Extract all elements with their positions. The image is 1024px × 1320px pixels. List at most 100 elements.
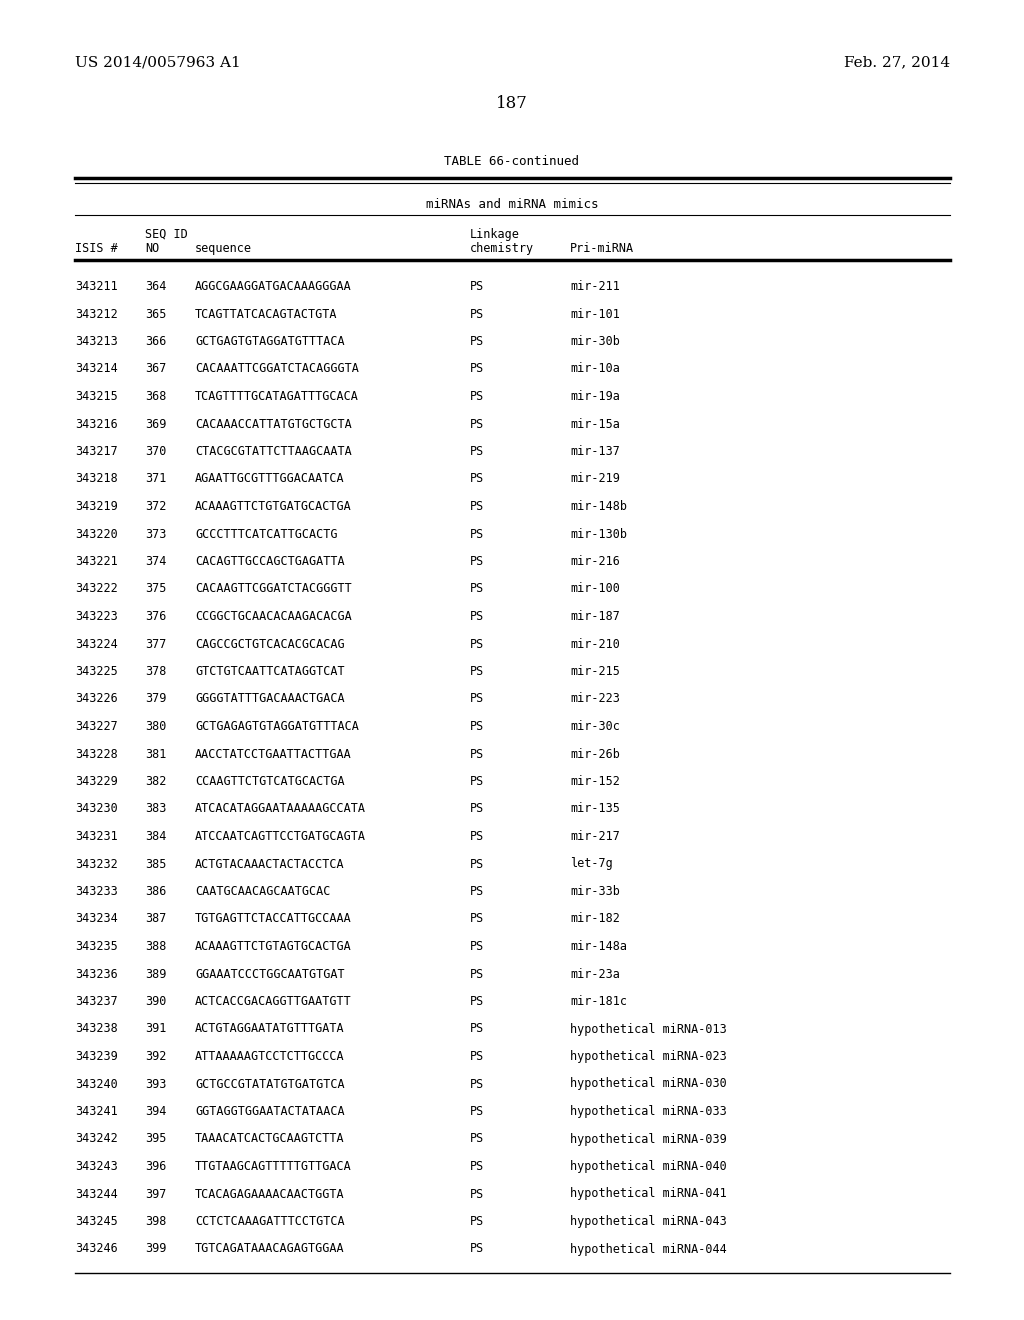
Text: 343238: 343238 bbox=[75, 1023, 118, 1035]
Text: 367: 367 bbox=[145, 363, 166, 375]
Text: PS: PS bbox=[470, 473, 484, 486]
Text: 343246: 343246 bbox=[75, 1242, 118, 1255]
Text: 343241: 343241 bbox=[75, 1105, 118, 1118]
Text: Pri-miRNA: Pri-miRNA bbox=[570, 242, 634, 255]
Text: PS: PS bbox=[470, 1188, 484, 1200]
Text: PS: PS bbox=[470, 747, 484, 760]
Text: PS: PS bbox=[470, 308, 484, 321]
Text: TGTCAGATAAACAGAGTGGAA: TGTCAGATAAACAGAGTGGAA bbox=[195, 1242, 345, 1255]
Text: mir-148b: mir-148b bbox=[570, 500, 627, 513]
Text: mir-181c: mir-181c bbox=[570, 995, 627, 1008]
Text: 343224: 343224 bbox=[75, 638, 118, 651]
Text: GCCCTTTCATCATTGCACTG: GCCCTTTCATCATTGCACTG bbox=[195, 528, 338, 540]
Text: 393: 393 bbox=[145, 1077, 166, 1090]
Text: hypothetical miRNA-041: hypothetical miRNA-041 bbox=[570, 1188, 727, 1200]
Text: 343213: 343213 bbox=[75, 335, 118, 348]
Text: 382: 382 bbox=[145, 775, 166, 788]
Text: mir-211: mir-211 bbox=[570, 280, 620, 293]
Text: TABLE 66-continued: TABLE 66-continued bbox=[444, 154, 580, 168]
Text: PS: PS bbox=[470, 363, 484, 375]
Text: CCGGCTGCAACACAAGACACGA: CCGGCTGCAACACAAGACACGA bbox=[195, 610, 352, 623]
Text: PS: PS bbox=[470, 1242, 484, 1255]
Text: AGGCGAAGGATGACAAAGGGAA: AGGCGAAGGATGACAAAGGGAA bbox=[195, 280, 352, 293]
Text: 343242: 343242 bbox=[75, 1133, 118, 1146]
Text: 343214: 343214 bbox=[75, 363, 118, 375]
Text: GGGGTATTTGACAAACTGACA: GGGGTATTTGACAAACTGACA bbox=[195, 693, 345, 705]
Text: CAATGCAACAGCAATGCAC: CAATGCAACAGCAATGCAC bbox=[195, 884, 331, 898]
Text: TGTGAGTTCTACCATTGCCAAA: TGTGAGTTCTACCATTGCCAAA bbox=[195, 912, 352, 925]
Text: GGTAGGTGGAATACTATAACA: GGTAGGTGGAATACTATAACA bbox=[195, 1105, 345, 1118]
Text: ATCCAATCAGTTCCTGATGCAGTA: ATCCAATCAGTTCCTGATGCAGTA bbox=[195, 830, 366, 843]
Text: mir-100: mir-100 bbox=[570, 582, 620, 595]
Text: 399: 399 bbox=[145, 1242, 166, 1255]
Text: PS: PS bbox=[470, 445, 484, 458]
Text: 343217: 343217 bbox=[75, 445, 118, 458]
Text: mir-135: mir-135 bbox=[570, 803, 620, 816]
Text: GGAAATCCCTGGCAATGTGAT: GGAAATCCCTGGCAATGTGAT bbox=[195, 968, 345, 981]
Text: CACAAACCATTATGTGCTGCTA: CACAAACCATTATGTGCTGCTA bbox=[195, 417, 352, 430]
Text: CCAAGTTCTGTCATGCACTGA: CCAAGTTCTGTCATGCACTGA bbox=[195, 775, 345, 788]
Text: 378: 378 bbox=[145, 665, 166, 678]
Text: 390: 390 bbox=[145, 995, 166, 1008]
Text: mir-152: mir-152 bbox=[570, 775, 620, 788]
Text: PS: PS bbox=[470, 582, 484, 595]
Text: 343235: 343235 bbox=[75, 940, 118, 953]
Text: CCTCTCAAAGATTTCCTGTCA: CCTCTCAAAGATTTCCTGTCA bbox=[195, 1214, 345, 1228]
Text: PS: PS bbox=[470, 665, 484, 678]
Text: TCACAGAGAAAACAACTGGTA: TCACAGAGAAAACAACTGGTA bbox=[195, 1188, 345, 1200]
Text: 187: 187 bbox=[496, 95, 528, 112]
Text: 391: 391 bbox=[145, 1023, 166, 1035]
Text: ACAAAGTTCTGTAGTGCACTGA: ACAAAGTTCTGTAGTGCACTGA bbox=[195, 940, 352, 953]
Text: PS: PS bbox=[470, 500, 484, 513]
Text: 392: 392 bbox=[145, 1049, 166, 1063]
Text: mir-30b: mir-30b bbox=[570, 335, 620, 348]
Text: ATCACATAGGAATAAAAAGCCATA: ATCACATAGGAATAAAAAGCCATA bbox=[195, 803, 366, 816]
Text: ACTCACCGACAGGTTGAATGTT: ACTCACCGACAGGTTGAATGTT bbox=[195, 995, 352, 1008]
Text: 368: 368 bbox=[145, 389, 166, 403]
Text: 343233: 343233 bbox=[75, 884, 118, 898]
Text: miRNAs and miRNA mimics: miRNAs and miRNA mimics bbox=[426, 198, 598, 211]
Text: hypothetical miRNA-044: hypothetical miRNA-044 bbox=[570, 1242, 727, 1255]
Text: mir-223: mir-223 bbox=[570, 693, 620, 705]
Text: CACAGTTGCCAGCTGAGATTA: CACAGTTGCCAGCTGAGATTA bbox=[195, 554, 345, 568]
Text: PS: PS bbox=[470, 1214, 484, 1228]
Text: PS: PS bbox=[470, 1160, 484, 1173]
Text: 389: 389 bbox=[145, 968, 166, 981]
Text: 343219: 343219 bbox=[75, 500, 118, 513]
Text: ISIS #: ISIS # bbox=[75, 242, 118, 255]
Text: 343234: 343234 bbox=[75, 912, 118, 925]
Text: PS: PS bbox=[470, 280, 484, 293]
Text: PS: PS bbox=[470, 417, 484, 430]
Text: 343244: 343244 bbox=[75, 1188, 118, 1200]
Text: Linkage: Linkage bbox=[470, 228, 520, 242]
Text: mir-101: mir-101 bbox=[570, 308, 620, 321]
Text: PS: PS bbox=[470, 1049, 484, 1063]
Text: mir-216: mir-216 bbox=[570, 554, 620, 568]
Text: mir-10a: mir-10a bbox=[570, 363, 620, 375]
Text: 343211: 343211 bbox=[75, 280, 118, 293]
Text: GCTGAGAGTGTAGGATGTTTACA: GCTGAGAGTGTAGGATGTTTACA bbox=[195, 719, 358, 733]
Text: 343226: 343226 bbox=[75, 693, 118, 705]
Text: 343216: 343216 bbox=[75, 417, 118, 430]
Text: 343221: 343221 bbox=[75, 554, 118, 568]
Text: ACTGTACAAACTACTACCTCA: ACTGTACAAACTACTACCTCA bbox=[195, 858, 345, 870]
Text: PS: PS bbox=[470, 528, 484, 540]
Text: 383: 383 bbox=[145, 803, 166, 816]
Text: GCTGAGTGTAGGATGTTTACA: GCTGAGTGTAGGATGTTTACA bbox=[195, 335, 345, 348]
Text: PS: PS bbox=[470, 610, 484, 623]
Text: CACAAGTTCGGATCTACGGGTT: CACAAGTTCGGATCTACGGGTT bbox=[195, 582, 352, 595]
Text: mir-182: mir-182 bbox=[570, 912, 620, 925]
Text: 376: 376 bbox=[145, 610, 166, 623]
Text: 374: 374 bbox=[145, 554, 166, 568]
Text: 385: 385 bbox=[145, 858, 166, 870]
Text: 343222: 343222 bbox=[75, 582, 118, 595]
Text: TAAACATCACTGCAAGTCTTA: TAAACATCACTGCAAGTCTTA bbox=[195, 1133, 345, 1146]
Text: 386: 386 bbox=[145, 884, 166, 898]
Text: 380: 380 bbox=[145, 719, 166, 733]
Text: 343223: 343223 bbox=[75, 610, 118, 623]
Text: AACCTATCCTGAATTACTTGAA: AACCTATCCTGAATTACTTGAA bbox=[195, 747, 352, 760]
Text: TTGTAAGCAGTTTTTGTTGACA: TTGTAAGCAGTTTTTGTTGACA bbox=[195, 1160, 352, 1173]
Text: GCTGCCGTATATGTGATGTCA: GCTGCCGTATATGTGATGTCA bbox=[195, 1077, 345, 1090]
Text: mir-215: mir-215 bbox=[570, 665, 620, 678]
Text: ACTGTAGGAATATGTTTGATA: ACTGTAGGAATATGTTTGATA bbox=[195, 1023, 345, 1035]
